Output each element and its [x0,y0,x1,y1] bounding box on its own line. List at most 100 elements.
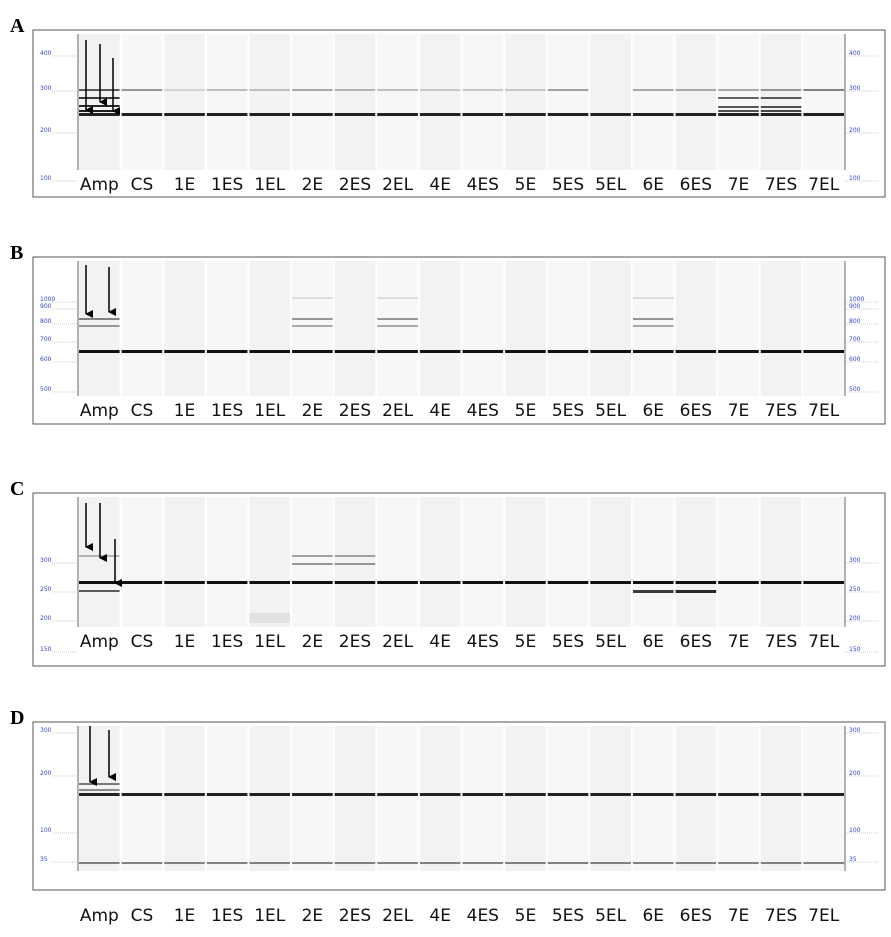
band [377,581,418,584]
band [632,581,674,584]
band [292,555,333,557]
band [419,862,461,864]
gel-lane [121,34,163,170]
lane-label: 7ES [765,632,797,652]
gel-lane [505,34,546,170]
lane-label: 1E [174,632,196,652]
size-marker: 150 [849,646,861,653]
lane-label: 5E [515,906,537,926]
lane-label: 1E [174,906,196,926]
size-marker: 300 [849,727,861,734]
lane-label: Amp [80,401,119,421]
band [505,862,546,864]
band [377,350,418,353]
gel-lane [718,497,759,627]
lane-label: 5ES [552,175,584,195]
band [419,350,461,353]
band [79,350,120,353]
lane-label: 2ES [339,175,371,195]
lane-label: 1E [174,401,196,421]
band [632,590,674,593]
band [292,862,333,864]
band [547,862,589,864]
band [206,581,248,584]
band [249,581,291,584]
gel-lane [632,261,674,396]
band [718,110,759,112]
band [249,113,291,116]
gel-lane [79,726,120,871]
gel-lane [334,34,376,170]
lane-label: 6ES [680,175,712,195]
size-marker: 600 [40,356,52,363]
band [505,89,546,91]
gel-lane [760,726,802,871]
gel-lane [718,34,759,170]
lane-label: 7ES [765,175,797,195]
band [249,89,291,91]
gel-lane [334,497,376,627]
size-marker: 200 [849,770,861,777]
band [505,113,546,116]
lane-label: 1EL [254,906,286,926]
gel-lane [377,726,418,871]
band [632,113,674,116]
band [79,862,120,864]
band [79,110,120,112]
band [718,581,759,584]
band [79,581,120,584]
gel-lane [547,261,589,396]
band [803,862,844,864]
band [249,350,291,353]
lane-label: 4ES [467,906,499,926]
band [164,862,205,864]
band [718,106,759,108]
band [632,350,674,353]
band [590,793,631,796]
band [632,318,674,320]
band [803,350,844,353]
band [334,350,376,353]
gel-lane [206,261,248,396]
lane-label: 1EL [254,632,286,652]
band [419,113,461,116]
lane-label: 1EL [254,175,286,195]
size-marker: 250 [40,586,52,593]
gel-lane [760,34,802,170]
lane-label: 1E [174,175,196,195]
lane-label: 5ES [552,632,584,652]
band [377,297,418,299]
size-marker: 150 [40,646,52,653]
band [121,113,163,116]
band [547,89,589,91]
band [675,590,717,593]
gel-lane [675,261,717,396]
gel-lane [419,497,461,627]
lane-label: 5EL [595,906,627,926]
band [718,862,759,864]
gel-lane [803,497,844,627]
band [675,350,717,353]
band [292,113,333,116]
size-marker: 300 [40,557,52,564]
band [590,581,631,584]
band [79,789,120,791]
lane-label: CS [131,906,154,926]
band [760,110,802,112]
band [79,590,120,592]
lane-label: 5E [515,175,537,195]
gel-lane [760,497,802,627]
band [632,862,674,864]
gel-lane [292,497,333,627]
band [675,581,717,584]
band [462,89,504,91]
lane-label: 2ES [339,401,371,421]
gel-lane [505,726,546,871]
band [803,793,844,796]
gel-lane [590,261,631,396]
band [760,350,802,353]
gel-lane [547,34,589,170]
gel-lane [377,497,418,627]
gel-lane [462,497,504,627]
band [206,793,248,796]
